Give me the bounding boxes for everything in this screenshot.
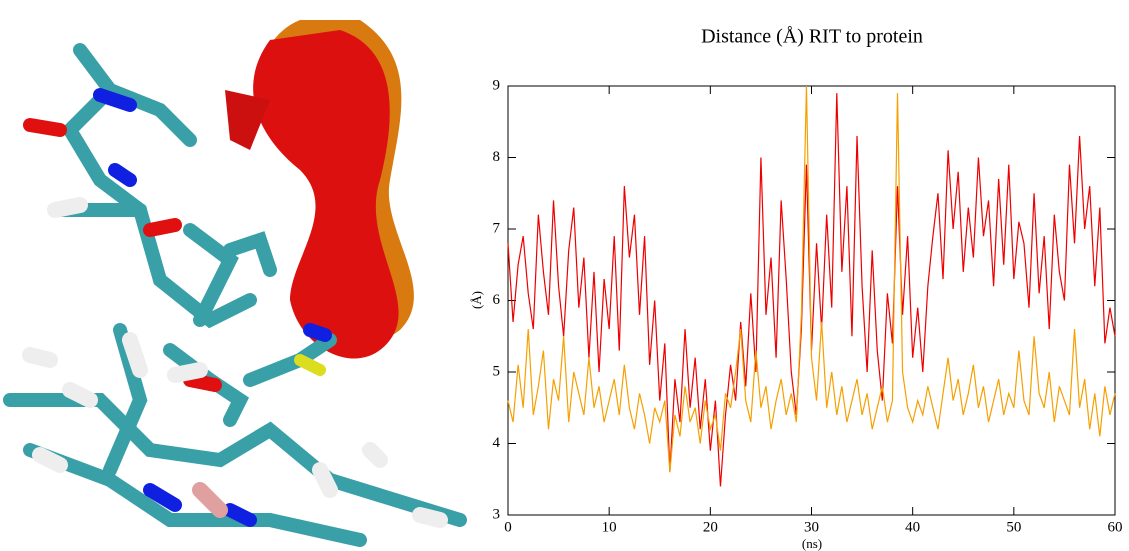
y-tick-label: 3 [493,506,501,522]
y-tick-label: 4 [493,435,501,451]
y-tick-label: 9 [493,77,501,93]
plot-frame [507,85,1116,516]
x-tick-label: 0 [504,519,512,535]
x-tick-label: 50 [1006,519,1021,535]
data-line [507,85,1116,473]
y-axis-label: (Å) [469,291,484,309]
x-tick-label: 20 [703,519,718,535]
x-tick-label: 40 [905,519,920,535]
y-tick-label: 8 [493,149,501,165]
x-tick-label: 60 [1108,519,1123,535]
chart-title: Distance (Å) RIT to protein [701,26,923,48]
y-tick-label: 6 [493,292,501,308]
data-line [507,93,1116,487]
y-tick-label: 5 [493,363,501,379]
x-axis-label: (ns) [802,536,822,551]
y-tick-label: 7 [493,220,501,236]
x-tick-label: 10 [602,519,617,535]
x-tick-label: 30 [804,519,819,535]
molecule-render [3,20,467,547]
